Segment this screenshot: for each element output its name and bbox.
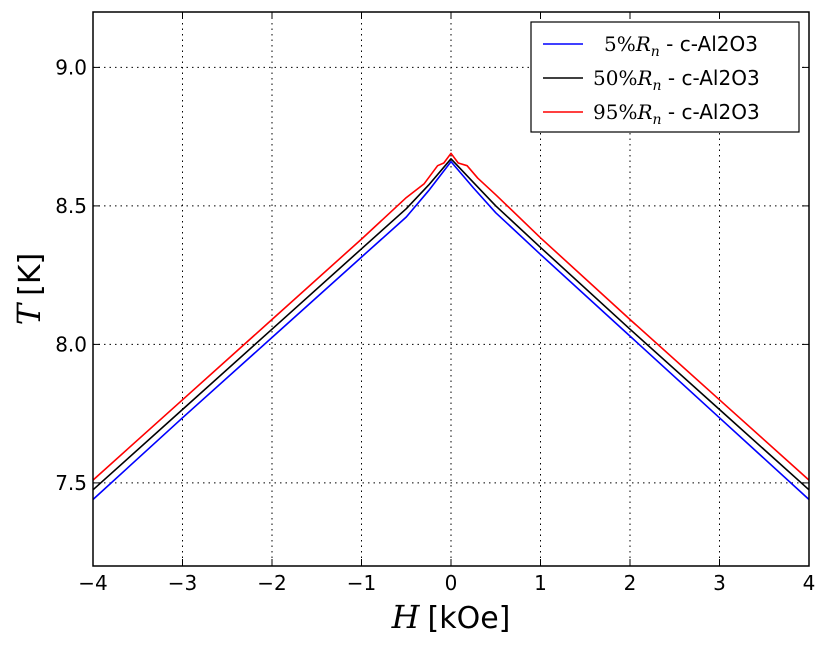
y-tick-label: 8.5 bbox=[55, 194, 87, 218]
legend-subscript: n bbox=[651, 44, 660, 60]
x-axis-label: H [kOe] bbox=[391, 598, 511, 636]
legend-suffix: - c-Al2O3 bbox=[662, 66, 760, 90]
x-tick-label: −2 bbox=[257, 571, 286, 595]
y-tick-label: 9.0 bbox=[55, 55, 87, 79]
grid bbox=[93, 12, 809, 566]
legend-subscript: n bbox=[653, 112, 662, 128]
x-axis-variable: H bbox=[391, 598, 421, 636]
svg-text:95%Rn - c-Al2O3: 95%Rn - c-Al2O3 bbox=[593, 100, 760, 128]
x-tick-label: −1 bbox=[347, 571, 376, 595]
svg-text:5%Rn - c-Al2O3: 5%Rn - c-Al2O3 bbox=[604, 32, 758, 60]
y-tick-label: 7.5 bbox=[55, 471, 87, 495]
x-tick-label: 3 bbox=[713, 571, 726, 595]
legend-percent: 95% bbox=[593, 100, 637, 124]
legend-suffix: - c-Al2O3 bbox=[662, 100, 760, 124]
x-tick-label: −3 bbox=[168, 571, 197, 595]
svg-text:50%Rn - c-Al2O3: 50%Rn - c-Al2O3 bbox=[593, 66, 760, 94]
legend-symbol: R bbox=[635, 32, 651, 56]
series-line-2 bbox=[92, 158, 810, 491]
x-axis-unit: [kOe] bbox=[428, 601, 511, 636]
legend-percent: 50% bbox=[593, 66, 637, 90]
y-tick-label: 8.0 bbox=[55, 332, 87, 356]
x-tick-label: 0 bbox=[445, 571, 458, 595]
y-axis-variable: T bbox=[10, 301, 48, 325]
legend-subscript: n bbox=[653, 78, 662, 94]
tick-labels: −4 −3 −2 −1 0 1 2 3 4 7.5 8.0 8.5 9.0 bbox=[55, 55, 815, 595]
series-line-3 bbox=[92, 152, 810, 481]
x-tick-label: 4 bbox=[803, 571, 816, 595]
legend-entry-1: 5%Rn - c-Al2O3 bbox=[543, 32, 758, 60]
x-tick-label: 2 bbox=[624, 571, 637, 595]
legend-symbol: R bbox=[636, 66, 652, 90]
legend: 5%Rn - c-Al2O3 50%Rn - c-Al2O3 95%Rn - c… bbox=[530, 21, 800, 133]
x-tick-label: −4 bbox=[78, 571, 107, 595]
plot-series bbox=[92, 152, 810, 501]
legend-symbol: R bbox=[636, 100, 652, 124]
legend-entry-3: 95%Rn - c-Al2O3 bbox=[543, 100, 760, 128]
x-tick-label: 1 bbox=[534, 571, 547, 595]
legend-suffix: - c-Al2O3 bbox=[660, 32, 758, 56]
y-axis-unit: [K] bbox=[13, 253, 48, 296]
legend-box bbox=[530, 21, 800, 133]
legend-entry-2: 50%Rn - c-Al2O3 bbox=[543, 66, 760, 94]
legend-percent: 5% bbox=[604, 32, 636, 56]
y-axis-label: T [K] bbox=[10, 253, 48, 325]
series-line-1 bbox=[92, 160, 810, 501]
ticks bbox=[92, 12, 810, 566]
